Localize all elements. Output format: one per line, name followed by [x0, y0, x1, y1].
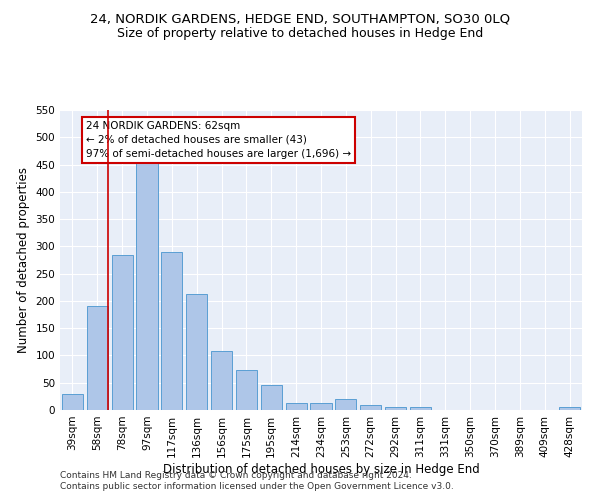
Bar — [261, 385, 282, 410]
Bar — [87, 306, 108, 410]
Bar — [360, 404, 381, 410]
Text: Size of property relative to detached houses in Hedge End: Size of property relative to detached ho… — [117, 28, 483, 40]
Bar — [112, 254, 133, 410]
Bar — [310, 404, 332, 410]
Bar — [385, 406, 406, 410]
Bar — [186, 294, 207, 410]
Bar — [136, 159, 158, 410]
Text: 24, NORDIK GARDENS, HEDGE END, SOUTHAMPTON, SO30 0LQ: 24, NORDIK GARDENS, HEDGE END, SOUTHAMPT… — [90, 12, 510, 26]
Bar — [236, 370, 257, 410]
Text: 24 NORDIK GARDENS: 62sqm
← 2% of detached houses are smaller (43)
97% of semi-de: 24 NORDIK GARDENS: 62sqm ← 2% of detache… — [86, 121, 351, 159]
Bar — [211, 350, 232, 410]
Text: Contains HM Land Registry data © Crown copyright and database right 2024.: Contains HM Land Registry data © Crown c… — [60, 471, 412, 480]
Bar — [161, 252, 182, 410]
Bar — [62, 394, 83, 410]
Bar — [410, 408, 431, 410]
Bar — [559, 406, 580, 410]
X-axis label: Distribution of detached houses by size in Hedge End: Distribution of detached houses by size … — [163, 462, 479, 475]
Y-axis label: Number of detached properties: Number of detached properties — [17, 167, 30, 353]
Bar — [335, 398, 356, 410]
Bar — [286, 403, 307, 410]
Text: Contains public sector information licensed under the Open Government Licence v3: Contains public sector information licen… — [60, 482, 454, 491]
